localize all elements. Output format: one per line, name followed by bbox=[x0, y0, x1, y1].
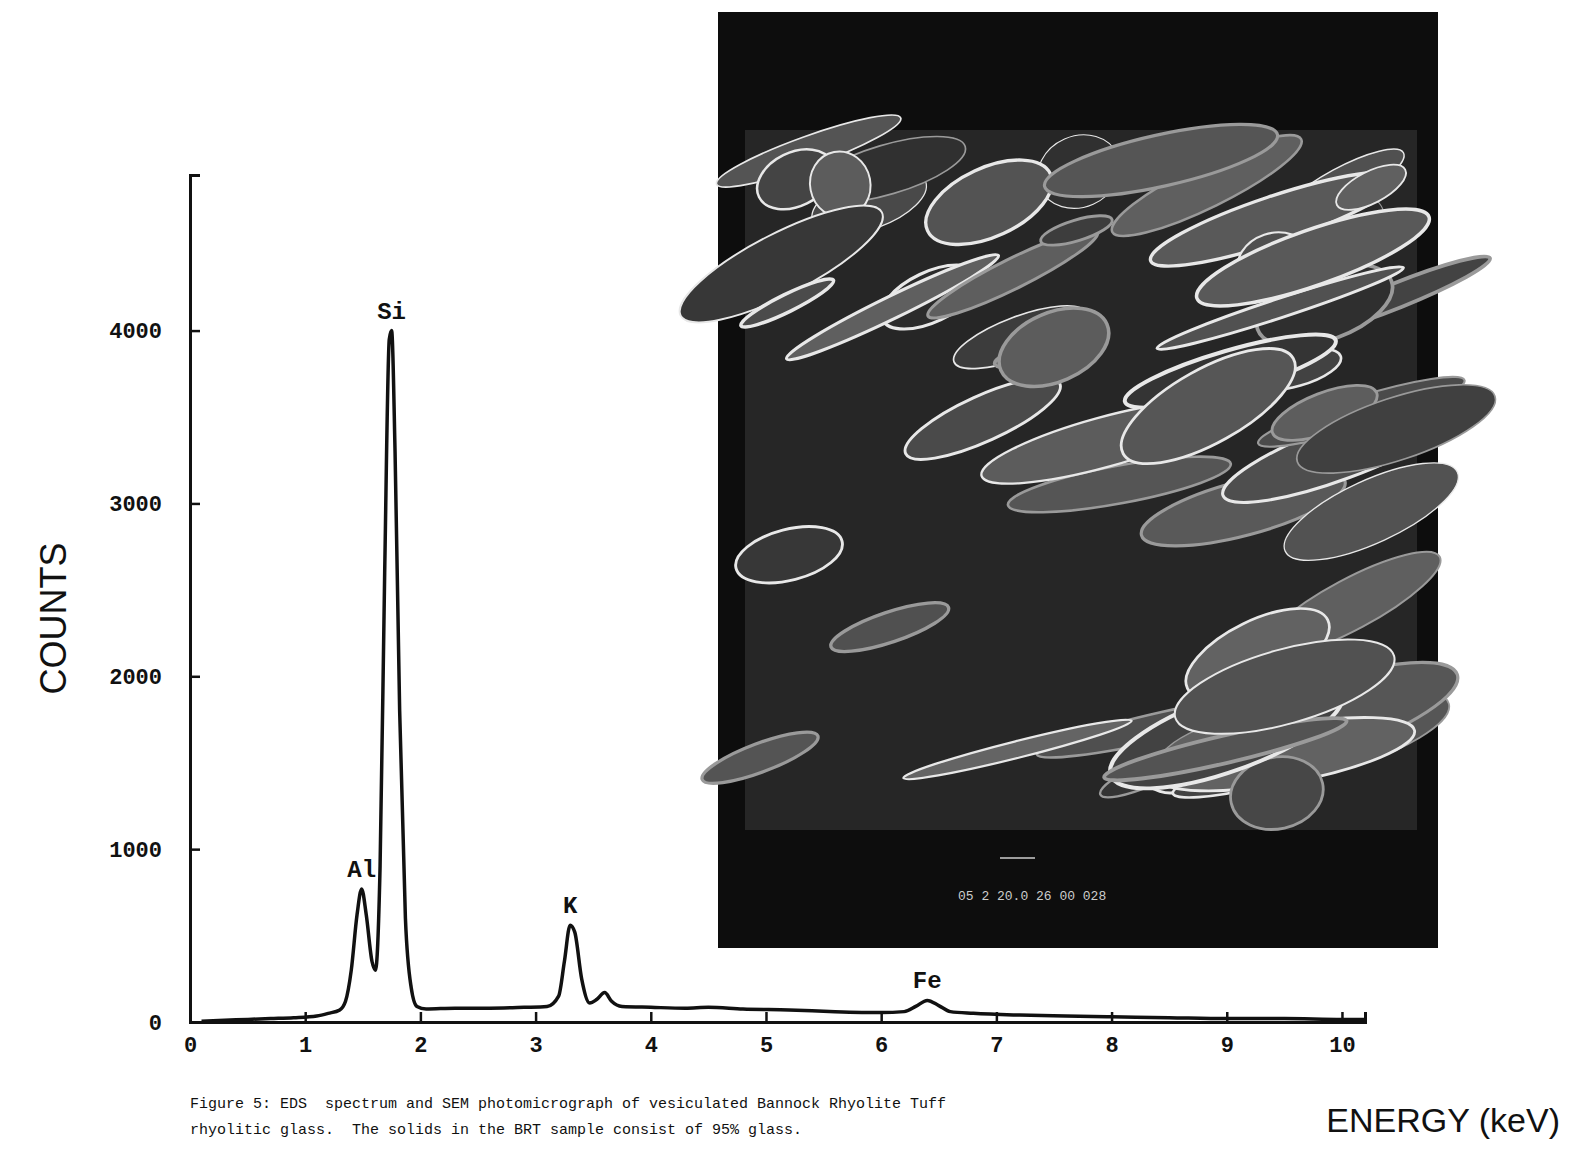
x-tick-label: 10 bbox=[1329, 1034, 1355, 1059]
x-tick: 8 bbox=[1105, 1012, 1118, 1059]
x-tick-label: 5 bbox=[760, 1034, 773, 1059]
y-tick: 3000 bbox=[109, 493, 200, 518]
x-tick-label: 7 bbox=[990, 1034, 1003, 1059]
x-tick: 2 bbox=[414, 1012, 427, 1059]
peak-label: K bbox=[563, 893, 578, 920]
y-tick-label: 3000 bbox=[109, 493, 162, 518]
vesicle bbox=[987, 293, 1121, 402]
vesicle bbox=[901, 713, 1133, 787]
x-tick: 3 bbox=[529, 1012, 542, 1059]
x-tick-label: 8 bbox=[1105, 1034, 1118, 1059]
caption-line: rhyolitic glass. The solids in the BRT s… bbox=[190, 1122, 802, 1139]
background bbox=[0, 0, 1593, 1163]
y-axis-title: COUNTS bbox=[33, 543, 74, 695]
y-tick-mark bbox=[190, 503, 200, 506]
y-tick-label: 0 bbox=[149, 1012, 162, 1037]
x-tick-label: 2 bbox=[414, 1034, 427, 1059]
x-tick-label: 1 bbox=[299, 1034, 312, 1059]
peak-label: Si bbox=[377, 299, 406, 326]
x-tick: 7 bbox=[990, 1012, 1003, 1059]
x-tick-mark bbox=[420, 1012, 423, 1022]
spectrum-line bbox=[202, 331, 1365, 1022]
x-tick: 4 bbox=[645, 1012, 658, 1059]
vesicle bbox=[667, 185, 896, 343]
vesicle bbox=[1272, 444, 1470, 580]
x-tick-label: 9 bbox=[1221, 1034, 1234, 1059]
x-tick-mark bbox=[765, 1012, 768, 1022]
vesicle bbox=[737, 272, 837, 333]
y-tick-label: 2000 bbox=[109, 666, 162, 691]
micrograph: 05 2 20.0 26 00 028 bbox=[667, 12, 1505, 948]
vesicle bbox=[1038, 210, 1115, 252]
y-tick-label: 1000 bbox=[109, 839, 162, 864]
vesicle bbox=[826, 593, 953, 661]
y-tick-mark bbox=[190, 676, 200, 679]
y-axis: 0 1000 2000 3000 4000 bbox=[109, 176, 200, 1037]
caption-line: Figure 5: EDS spectrum and SEM photomicr… bbox=[190, 1096, 946, 1113]
vesicle bbox=[730, 516, 849, 593]
vesicle bbox=[697, 723, 823, 793]
x-tick: 6 bbox=[875, 1012, 888, 1059]
scale-bar bbox=[1000, 857, 1035, 859]
y-tick: 4000 bbox=[109, 320, 200, 345]
vesicle bbox=[1039, 109, 1283, 211]
vesicle bbox=[1165, 620, 1404, 753]
x-tick-mark bbox=[650, 1012, 653, 1022]
y-tick-mark bbox=[190, 330, 200, 333]
x-axis-title: ENERGY (keV) bbox=[1326, 1101, 1560, 1139]
x-tick: 0 bbox=[184, 1012, 197, 1059]
x-tick: 5 bbox=[760, 1012, 773, 1059]
vesicle bbox=[1188, 191, 1438, 325]
vesicle bbox=[1105, 326, 1311, 486]
plot-area bbox=[202, 331, 1365, 1022]
y-tick: 2000 bbox=[109, 666, 200, 691]
y-tick: 1000 bbox=[109, 839, 200, 864]
peak-label: Al bbox=[347, 857, 376, 884]
x-tick-label: 6 bbox=[875, 1034, 888, 1059]
micrograph-label: 05 2 20.0 26 00 028 bbox=[958, 889, 1106, 904]
x-tick-mark bbox=[535, 1012, 538, 1022]
figure: 05 2 20.0 26 00 028 0 1000 2000 3000 4000 0 1 2 3… bbox=[0, 0, 1593, 1163]
x-tick-mark bbox=[189, 1012, 192, 1022]
y-tick-label: 4000 bbox=[109, 320, 162, 345]
peak-label: Fe bbox=[913, 968, 942, 995]
y-tick-mark bbox=[190, 848, 200, 851]
y-axis-line bbox=[191, 176, 201, 1023]
x-tick-label: 0 bbox=[184, 1034, 197, 1059]
x-tick-label: 3 bbox=[529, 1034, 542, 1059]
x-tick-label: 4 bbox=[645, 1034, 658, 1059]
